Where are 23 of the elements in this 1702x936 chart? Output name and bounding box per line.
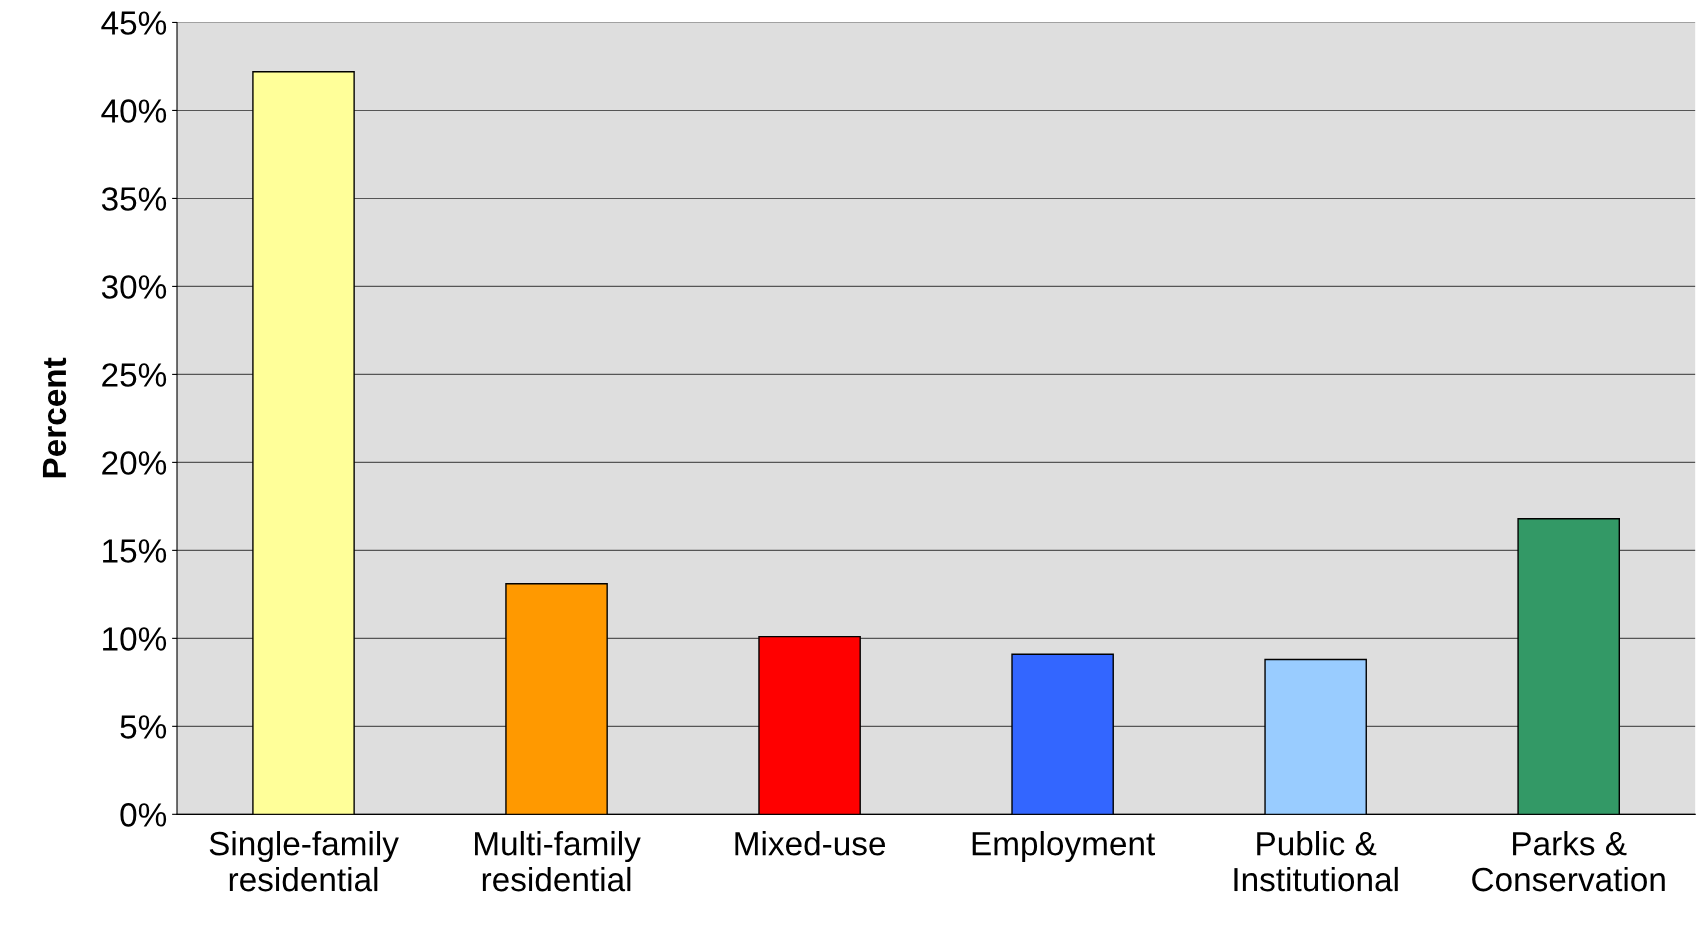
y-tick-label: 10% (103, 627, 167, 651)
bar (758, 635, 861, 815)
x-tick-label: Mixed-use (735, 830, 885, 856)
y-tick-label: 45% (101, 11, 167, 35)
bar (1517, 517, 1620, 815)
bar (1264, 658, 1367, 815)
x-tick-label: Single-family residential (209, 830, 399, 892)
y-tick-label: 15% (103, 539, 167, 563)
y-axis-title: Percent (42, 357, 67, 478)
y-tick-label: 0% (120, 803, 167, 827)
x-tick-label: Employment (972, 830, 1155, 863)
x-tick-label: Public & Institutional (1234, 830, 1398, 892)
x-tick-label: Multi-family residential (475, 830, 641, 892)
x-tick-label: Parks & Conservation (1472, 830, 1665, 892)
bar (1011, 653, 1114, 815)
y-tick-label: 30% (101, 275, 167, 299)
bar (505, 583, 608, 815)
y-tick-label: 35% (101, 187, 167, 211)
y-tick-label: 5% (120, 715, 167, 739)
y-tick-label: 25% (102, 363, 167, 387)
y-tick-label: 40% (101, 99, 167, 123)
bar (252, 71, 355, 815)
y-tick-label: 20% (102, 451, 167, 475)
